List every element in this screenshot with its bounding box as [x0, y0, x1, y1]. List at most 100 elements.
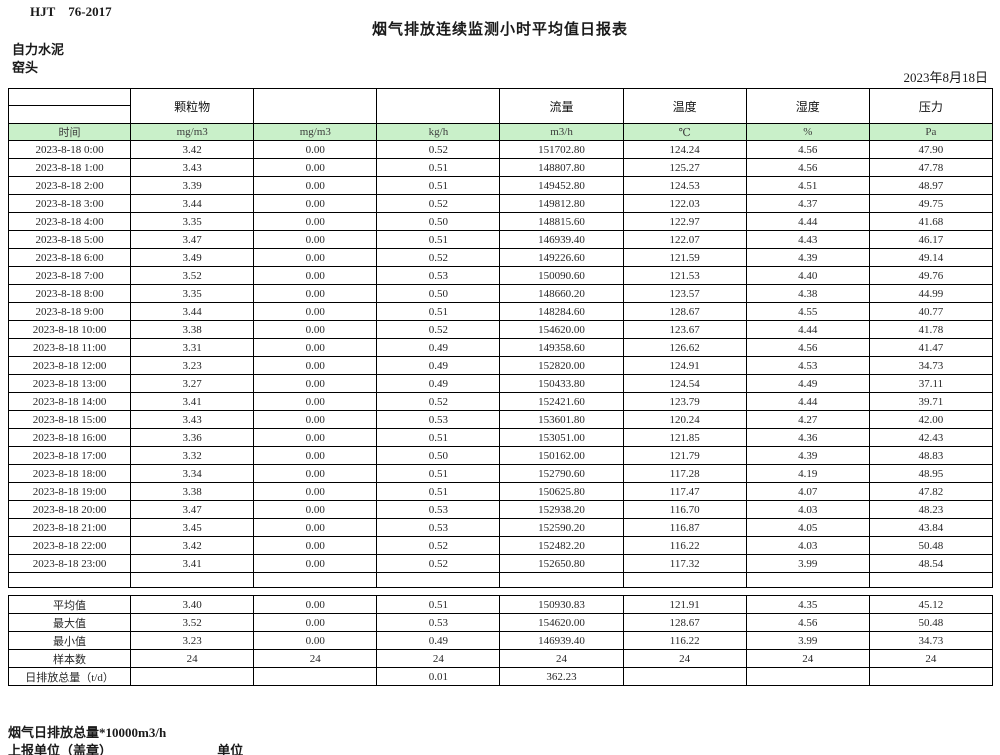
value-cell: 4.55	[745, 302, 870, 321]
row-label-cell: 2023-8-18 13:00	[7, 374, 132, 393]
value-cell: 0.00	[253, 230, 378, 249]
unit-label: 单位	[217, 743, 244, 755]
value-cell: 0.00	[253, 500, 378, 519]
value-cell: 44.99	[868, 284, 994, 303]
value-cell: 0.53	[376, 266, 501, 285]
value-cell: 24	[253, 649, 378, 668]
row-label-cell: 2023-8-18 20:00	[7, 500, 132, 519]
table-row: 2023-8-18 12:00 3.23 0.00 0.49 152820.00 124.…	[7, 356, 994, 375]
value-cell: 0.50	[376, 446, 501, 465]
value-cell: 3.44	[130, 194, 255, 213]
value-cell: 4.56	[745, 613, 870, 632]
value-cell: 0.52	[376, 194, 501, 213]
value-cell: 3.42	[130, 536, 255, 555]
table-row: 2023-8-18 16:00 3.36 0.00 0.51 153051.00 121.…	[7, 428, 994, 447]
value-cell: 37.11	[868, 374, 994, 393]
value-cell: 0.00	[253, 320, 378, 339]
value-cell: 3.35	[130, 284, 255, 303]
spacer-row	[7, 572, 994, 588]
unit-m3h: m3/h	[499, 123, 624, 141]
value-cell: 4.51	[745, 176, 870, 195]
value-cell: 4.49	[745, 374, 870, 393]
value-cell: 0.00	[253, 140, 378, 159]
value-cell: 3.43	[130, 158, 255, 177]
value-cell: 152482.20	[499, 536, 624, 555]
value-cell: 362.23	[499, 667, 624, 686]
table-row: 2023-8-18 19:00 3.38 0.00 0.51 150625.80 117.…	[7, 482, 994, 501]
value-cell: 0.00	[253, 374, 378, 393]
value-cell: 0.51	[376, 302, 501, 321]
value-cell: 150090.60	[499, 266, 624, 285]
value-cell: 0.51	[376, 482, 501, 501]
value-cell: 0.53	[376, 410, 501, 429]
table-row: 2023-8-18 2:00 3.39 0.00 0.51 149452.80 124.5…	[7, 176, 994, 195]
report-table-area: 颗粒物 流量 温度 湿度 压力 时间 mg/m3 mg/m3 kg/h m3/h…	[7, 88, 994, 686]
value-cell: 121.91	[622, 595, 747, 614]
value-cell: 148815.60	[499, 212, 624, 231]
hourly-rows: 2023-8-18 0:00 3.42 0.00 0.52 151702.80 124.2…	[7, 140, 994, 573]
value-cell: 39.71	[868, 392, 994, 411]
value-cell: 3.23	[130, 356, 255, 375]
value-cell: 149226.60	[499, 248, 624, 267]
value-cell: 4.03	[745, 536, 870, 555]
value-cell: 148807.80	[499, 158, 624, 177]
value-cell: 0.00	[253, 338, 378, 357]
value-cell	[130, 667, 255, 686]
value-cell: 116.22	[622, 536, 747, 555]
row-label-cell: 样本数	[7, 649, 132, 668]
value-cell: 4.19	[745, 464, 870, 483]
table-row: 2023-8-18 22:00 3.42 0.00 0.52 152482.20 116.…	[7, 536, 994, 555]
value-cell: 121.79	[622, 446, 747, 465]
value-cell: 0.00	[253, 392, 378, 411]
value-cell: 149452.80	[499, 176, 624, 195]
value-cell: 3.47	[130, 500, 255, 519]
row-label-cell: 平均值	[7, 595, 132, 614]
value-cell: 48.54	[868, 554, 994, 573]
unit-mgm3-2: mg/m3	[253, 123, 378, 141]
table-row: 2023-8-18 4:00 3.35 0.00 0.50 148815.60 122.9…	[7, 212, 994, 231]
empty-cell	[499, 572, 624, 588]
value-cell: 146939.40	[499, 631, 624, 650]
value-cell: 124.54	[622, 374, 747, 393]
report-unit-label: 上报单位（盖章）	[8, 743, 113, 755]
table-row: 2023-8-18 8:00 3.35 0.00 0.50 148660.20 123.5…	[7, 284, 994, 303]
value-cell: 0.00	[253, 194, 378, 213]
value-cell: 0.00	[253, 284, 378, 303]
value-cell: 3.38	[130, 320, 255, 339]
value-cell: 0.51	[376, 595, 501, 614]
value-cell: 0.49	[376, 356, 501, 375]
row-label-cell: 2023-8-18 3:00	[7, 194, 132, 213]
standard-code: HJT 76-2017	[30, 4, 112, 19]
value-cell: 123.57	[622, 284, 747, 303]
value-cell: 4.07	[745, 482, 870, 501]
value-cell: 120.24	[622, 410, 747, 429]
summary-rows: 平均值 3.40 0.00 0.51 150930.83 121.91 4.35 45.12 最…	[7, 595, 994, 686]
unit-header-row: 时间 mg/m3 mg/m3 kg/h m3/h ℃ % Pa	[7, 123, 994, 141]
value-cell: 3.45	[130, 518, 255, 537]
value-cell: 3.35	[130, 212, 255, 231]
row-label-cell: 最小值	[7, 631, 132, 650]
value-cell: 4.56	[745, 338, 870, 357]
value-cell: 0.00	[253, 410, 378, 429]
value-cell: 4.36	[745, 428, 870, 447]
value-cell: 4.38	[745, 284, 870, 303]
value-cell: 49.14	[868, 248, 994, 267]
value-cell: 24	[622, 649, 747, 668]
value-cell: 0.00	[253, 613, 378, 632]
company-name: 自力水泥	[12, 42, 65, 57]
value-cell: 3.31	[130, 338, 255, 357]
value-cell: 41.78	[868, 320, 994, 339]
value-cell: 149812.80	[499, 194, 624, 213]
value-cell: 0.49	[376, 374, 501, 393]
table-row: 最大值 3.52 0.00 0.53 154620.00 128.67 4.56 50.48	[7, 613, 994, 632]
row-label-cell: 2023-8-18 12:00	[7, 356, 132, 375]
value-cell: 0.49	[376, 338, 501, 357]
value-cell: 3.44	[130, 302, 255, 321]
unit-time: 时间	[7, 123, 132, 141]
header-flow: 流量	[499, 88, 624, 124]
value-cell	[622, 667, 747, 686]
value-cell: 148284.60	[499, 302, 624, 321]
row-label-cell: 2023-8-18 9:00	[7, 302, 132, 321]
value-cell: 3.40	[130, 595, 255, 614]
